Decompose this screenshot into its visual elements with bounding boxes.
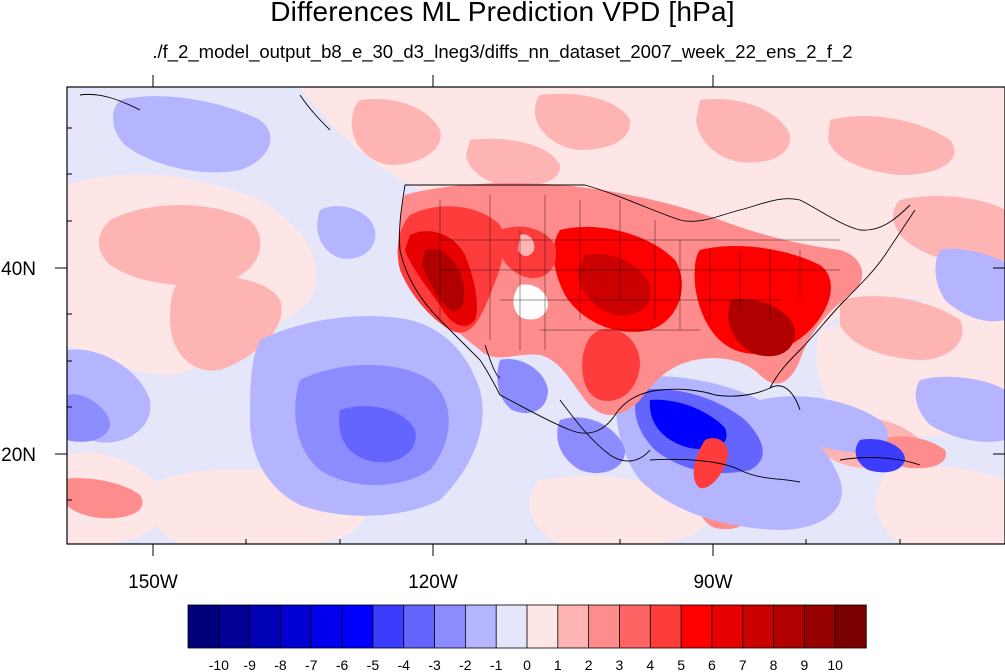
colorbar-swatch — [372, 604, 405, 649]
colorbar-label: -1 — [490, 657, 503, 672]
colorbar-swatch — [619, 604, 651, 649]
colorbar-label: 3 — [616, 657, 624, 672]
colorbar-swatch — [495, 604, 528, 649]
colorbar-swatch — [588, 604, 621, 649]
colorbar-label: 1 — [554, 657, 562, 672]
colorbar-label: -2 — [459, 657, 472, 672]
colorbar-label: -9 — [243, 657, 256, 672]
map-subtitle: ./f_2_model_output_b8_e_30_d3_lneg3/diff… — [152, 41, 853, 62]
colorbar-label: -7 — [305, 657, 318, 672]
state-borders — [439, 195, 840, 350]
colorbar-swatch — [310, 604, 343, 649]
colorbar-swatch — [680, 604, 713, 649]
x-tick-label-90w: 90W — [693, 572, 732, 593]
colorbar-swatch — [773, 604, 806, 649]
colorbar-label: 0 — [523, 657, 531, 672]
coastlines — [79, 93, 921, 483]
colorbar-label: 9 — [800, 657, 808, 672]
colorbar-label: -5 — [367, 657, 380, 672]
colorbar-swatch — [403, 604, 436, 649]
colorbar-label: 6 — [708, 657, 716, 672]
x-tick-label-150w: 150W — [128, 572, 178, 593]
colorbar-label: 10 — [827, 657, 843, 672]
y-tick-label-20n: 20N — [1, 445, 36, 466]
colorbar-swatch — [526, 604, 559, 649]
colorbar-swatch — [249, 604, 282, 649]
colorbar-label: 2 — [585, 657, 593, 672]
colorbar: -10 -9 -8 -7 -6 -5 -4 -3 -2 -1 0 1 2 3 4 5 6 7 8 9 10 — [187, 604, 867, 672]
colorbar-label: 5 — [677, 657, 685, 672]
colorbar-label: -4 — [398, 657, 411, 672]
colorbar-label: -10 — [209, 657, 229, 672]
colorbar-label: -3 — [428, 657, 441, 672]
colorbar-label: 8 — [770, 657, 778, 672]
colorbar-swatch — [803, 604, 836, 649]
colorbar-swatch — [434, 604, 467, 649]
colorbar-label: -6 — [336, 657, 349, 672]
colorbar-swatch — [341, 604, 374, 649]
colorbar-swatch — [218, 604, 251, 649]
colorbar-label: 4 — [646, 657, 654, 672]
map-frame — [66, 86, 1005, 545]
colorbar-swatch — [187, 604, 220, 649]
tick-marks — [55, 75, 1005, 556]
colorbar-swatch — [742, 604, 775, 649]
colorbar-swatch — [834, 604, 867, 649]
colorbar-swatch — [464, 604, 497, 649]
colorbar-swatch — [649, 604, 682, 649]
colorbar-swatch — [711, 604, 744, 649]
map-title: Differences ML Prediction VPD [hPa] — [270, 0, 735, 27]
vpd-field — [67, 87, 1005, 544]
colorbar-label: 7 — [739, 657, 747, 672]
colorbar-swatch — [557, 604, 590, 649]
colorbar-swatch — [280, 604, 312, 649]
x-tick-label-120w: 120W — [408, 572, 458, 593]
colorbar-label: -8 — [274, 657, 287, 672]
y-tick-label-40n: 40N — [1, 259, 36, 280]
